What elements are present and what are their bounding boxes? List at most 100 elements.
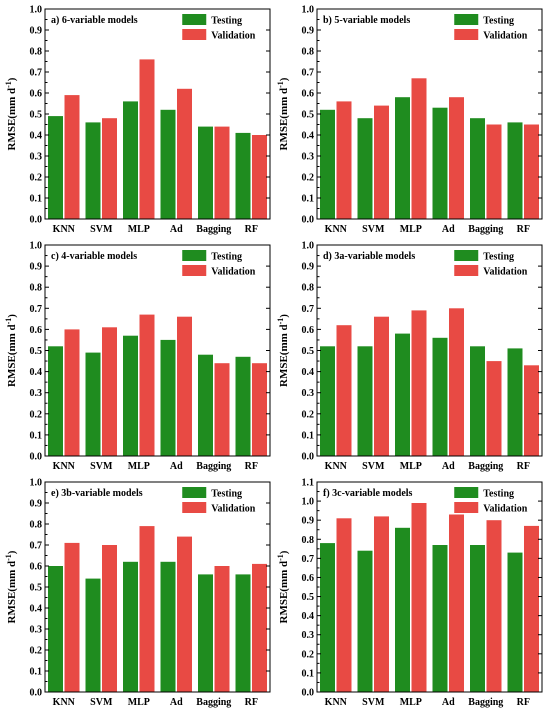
y-tick-label: 0.0	[30, 688, 43, 699]
y-tick-label: 0.2	[302, 649, 315, 660]
panel-title: f) 3c-variable models	[323, 488, 413, 499]
bar-testing-ad	[432, 107, 448, 219]
category-label: KNN	[325, 224, 348, 235]
bar-testing-bagging	[470, 346, 485, 456]
y-tick-label: 0.6	[30, 325, 43, 336]
legend-swatch-validation	[454, 29, 479, 40]
chart-panel-1: KNN SVM MLP Ad Bagging RF 0.0 0.1 0.2 0.3 0.4 0.5 0.…	[4, 5, 271, 235]
y-tick-label: 1.1	[302, 478, 315, 489]
y-tick-label: 0.3	[30, 625, 43, 636]
category-label: MLP	[400, 461, 422, 472]
bar-validation-svm	[102, 118, 117, 219]
bar-testing-rf	[507, 348, 523, 456]
bar-testing-mlp	[395, 97, 410, 219]
y-tick-label: 0.1	[30, 667, 43, 678]
bar-testing-bagging	[470, 118, 485, 219]
bar-testing-bagging	[198, 574, 213, 692]
category-label: Ad	[442, 224, 455, 235]
panel-title: e) 3b-variable models	[51, 488, 143, 499]
bar-testing-svm	[357, 118, 373, 219]
bar-validation-mlp	[411, 78, 427, 219]
bar-validation-knn	[64, 329, 80, 456]
category-label: SVM	[90, 697, 113, 708]
category-label: Ad	[442, 697, 455, 708]
bar-testing-bagging	[470, 545, 485, 692]
chart-panel-2: KNN SVM MLP Ad Bagging RF 0.0 0.1 0.2 0.3 0.4 0.5 0.…	[276, 5, 543, 235]
bar-validation-knn	[64, 95, 80, 219]
y-axis-label: RMSE(mm d-1)	[276, 314, 290, 387]
category-label: SVM	[362, 461, 385, 472]
y-tick-label: 1.0	[30, 241, 43, 252]
legend-label-validation: Validation	[483, 267, 528, 278]
legend-label-testing: Testing	[483, 489, 514, 500]
y-tick-label: 0.4	[30, 604, 43, 615]
legend-swatch-testing	[182, 14, 207, 25]
bar-validation-knn	[336, 518, 352, 692]
category-label: KNN	[53, 461, 76, 472]
category-label: SVM	[362, 697, 385, 708]
bar-testing-rf	[235, 356, 251, 456]
bar-validation-rf	[524, 365, 539, 456]
bar-testing-rf	[507, 552, 523, 692]
category-label: Ad	[442, 461, 455, 472]
bar-validation-bagging	[486, 361, 502, 456]
bar-validation-bagging	[214, 363, 230, 456]
bar-validation-svm	[374, 316, 389, 456]
bar-validation-mlp	[411, 310, 427, 456]
bar-validation-knn	[336, 101, 352, 219]
bar-validation-rf	[252, 363, 267, 456]
bar-validation-ad	[177, 536, 192, 692]
legend-swatch-validation	[182, 265, 207, 276]
bar-validation-mlp	[139, 526, 155, 692]
legend-label-validation: Validation	[211, 31, 256, 42]
category-label: Bagging	[468, 461, 503, 472]
category-label: Ad	[170, 224, 183, 235]
bar-testing-knn	[48, 346, 63, 456]
category-label: Ad	[170, 697, 183, 708]
category-label: RF	[245, 461, 258, 472]
bar-testing-mlp	[123, 101, 138, 219]
bar-validation-bagging	[214, 566, 230, 692]
y-tick-label: 0.2	[302, 173, 315, 184]
category-label: MLP	[128, 461, 150, 472]
y-tick-label: 0.9	[30, 499, 43, 510]
bar-testing-rf	[235, 574, 251, 692]
y-axis-label: RMSE(mm d-1)	[4, 550, 18, 623]
panel-title: a) 6-variable models	[51, 15, 138, 26]
legend-label-testing: Testing	[483, 16, 514, 27]
y-tick-label: 0.7	[302, 304, 315, 315]
y-tick-label: 0.6	[302, 325, 315, 336]
category-label: KNN	[325, 697, 348, 708]
category-label: MLP	[128, 224, 150, 235]
bar-validation-ad	[449, 308, 464, 456]
category-label: RF	[517, 697, 530, 708]
y-tick-label: 0.7	[30, 541, 43, 552]
category-label: RF	[517, 224, 530, 235]
bar-validation-svm	[374, 516, 389, 692]
bar-testing-svm	[85, 352, 101, 456]
bar-testing-svm	[85, 578, 101, 692]
y-tick-label: 1.0	[302, 5, 315, 16]
y-tick-label: 0.9	[302, 262, 315, 273]
panel-title: c) 4-variable models	[51, 251, 137, 262]
y-tick-label: 0.9	[30, 262, 43, 273]
y-tick-label: 0.0	[302, 688, 315, 699]
category-label: Bagging	[196, 224, 231, 235]
category-label: RF	[517, 461, 530, 472]
legend-label-validation: Validation	[483, 504, 528, 515]
category-label: Bagging	[196, 697, 231, 708]
y-tick-label: 0.8	[302, 47, 315, 58]
bar-testing-mlp	[395, 527, 410, 692]
panel-title: b) 5-variable models	[323, 15, 410, 26]
y-tick-label: 0.3	[302, 152, 315, 163]
legend-label-validation: Validation	[211, 504, 256, 515]
y-axis-label: RMSE(mm d-1)	[276, 550, 290, 623]
category-label: KNN	[53, 697, 76, 708]
y-tick-label: 0.3	[302, 630, 315, 641]
category-label: MLP	[128, 697, 150, 708]
y-tick-label: 1.0	[302, 497, 315, 508]
y-tick-label: 0.4	[302, 611, 315, 622]
legend-swatch-validation	[454, 502, 479, 513]
bar-validation-ad	[177, 88, 192, 219]
